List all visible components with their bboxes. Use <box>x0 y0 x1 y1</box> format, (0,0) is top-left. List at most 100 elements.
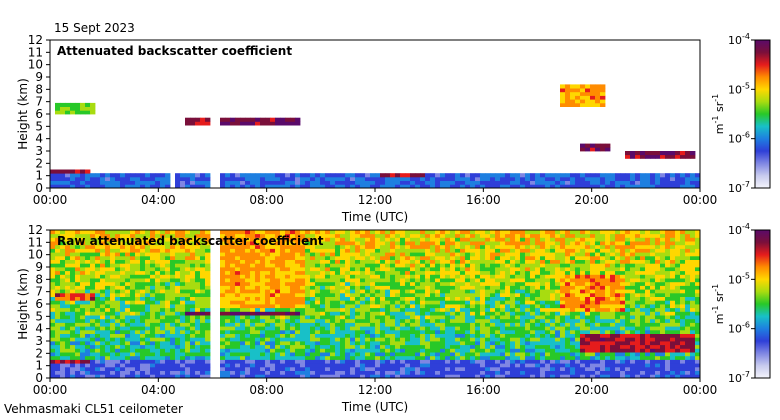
backscatter-cell <box>115 263 121 268</box>
backscatter-cell <box>525 355 531 360</box>
backscatter-cell <box>150 267 156 272</box>
backscatter-cell <box>260 355 266 360</box>
backscatter-cell <box>115 304 121 309</box>
backscatter-cell <box>500 289 506 294</box>
backscatter-cell <box>395 285 401 290</box>
backscatter-cell <box>420 341 426 346</box>
backscatter-cell <box>50 267 56 272</box>
backscatter-cell <box>550 326 556 331</box>
backscatter-cell <box>680 180 686 185</box>
backscatter-cell <box>415 359 421 364</box>
backscatter-cell <box>320 244 326 249</box>
backscatter-cell <box>480 322 486 327</box>
backscatter-cell <box>110 244 116 249</box>
backscatter-cell <box>305 359 311 364</box>
backscatter-cell <box>150 252 156 257</box>
backscatter-cell <box>420 180 426 185</box>
backscatter-cell <box>75 233 81 238</box>
backscatter-cell <box>120 230 126 235</box>
backscatter-cell <box>230 370 236 375</box>
backscatter-cell <box>505 285 511 290</box>
backscatter-cell <box>345 341 351 346</box>
backscatter-cell <box>230 344 236 349</box>
backscatter-cell <box>200 300 206 305</box>
backscatter-cell <box>425 341 431 346</box>
backscatter-cell <box>565 252 571 257</box>
backscatter-cell <box>315 311 321 316</box>
backscatter-cell <box>380 370 386 375</box>
backscatter-cell <box>185 292 191 297</box>
backscatter-cell <box>455 296 461 301</box>
backscatter-cell <box>570 348 576 353</box>
backscatter-cell <box>260 363 266 368</box>
backscatter-cell <box>125 333 131 338</box>
backscatter-cell <box>460 366 466 371</box>
backscatter-cell <box>105 255 111 260</box>
backscatter-cell <box>90 244 96 249</box>
backscatter-cell <box>430 274 436 279</box>
backscatter-cell <box>180 337 186 342</box>
backscatter-cell <box>340 352 346 357</box>
backscatter-cell <box>75 355 81 360</box>
backscatter-cell <box>265 289 271 294</box>
backscatter-cell <box>225 176 231 181</box>
backscatter-cell <box>400 318 406 323</box>
backscatter-cell <box>175 244 181 249</box>
backscatter-cell <box>245 180 251 185</box>
backscatter-cell <box>115 322 121 327</box>
backscatter-cell <box>375 263 381 268</box>
backscatter-cell <box>420 355 426 360</box>
backscatter-cell <box>530 318 536 323</box>
backscatter-cell <box>490 326 496 331</box>
backscatter-cell <box>170 355 176 360</box>
backscatter-cell <box>450 289 456 294</box>
backscatter-cell <box>65 173 71 178</box>
backscatter-cell <box>430 285 436 290</box>
backscatter-cell <box>490 255 496 260</box>
backscatter-cell <box>65 318 71 323</box>
backscatter-cell <box>155 307 161 312</box>
backscatter-cell <box>235 292 241 297</box>
backscatter-cell <box>445 352 451 357</box>
backscatter-cell <box>340 344 346 349</box>
backscatter-cell <box>485 270 491 275</box>
backscatter-cell <box>465 289 471 294</box>
backscatter-cell <box>505 281 511 286</box>
backscatter-cell <box>255 237 261 242</box>
backscatter-cell <box>455 255 461 260</box>
backscatter-cell <box>450 366 456 371</box>
backscatter-cell <box>240 274 246 279</box>
backscatter-cell <box>310 230 316 235</box>
backscatter-cell <box>165 255 171 260</box>
backscatter-cell <box>65 255 71 260</box>
backscatter-cell <box>355 333 361 338</box>
backscatter-cell <box>385 255 391 260</box>
backscatter-cell <box>260 370 266 375</box>
backscatter-cell <box>300 315 306 320</box>
backscatter-cell <box>180 315 186 320</box>
backscatter-cell <box>75 274 81 279</box>
backscatter-cell <box>250 341 256 346</box>
backscatter-cell <box>595 99 601 104</box>
backscatter-cell <box>375 307 381 312</box>
backscatter-cell <box>185 337 191 342</box>
backscatter-cell <box>415 267 421 272</box>
backscatter-cell <box>125 366 131 371</box>
backscatter-cell <box>510 318 516 323</box>
backscatter-cell <box>435 248 441 253</box>
backscatter-cell <box>410 270 416 275</box>
backscatter-cell <box>515 281 521 286</box>
backscatter-cell <box>520 259 526 264</box>
backscatter-cell <box>60 274 66 279</box>
backscatter-cell <box>325 244 331 249</box>
backscatter-cell <box>405 289 411 294</box>
backscatter-cell <box>530 352 536 357</box>
backscatter-cell <box>505 184 511 189</box>
backscatter-cell <box>130 292 136 297</box>
backscatter-cell <box>160 304 166 309</box>
backscatter-cell <box>340 274 346 279</box>
backscatter-cell <box>580 278 586 283</box>
backscatter-cell <box>540 341 546 346</box>
backscatter-cell <box>545 263 551 268</box>
backscatter-cell <box>510 241 516 246</box>
